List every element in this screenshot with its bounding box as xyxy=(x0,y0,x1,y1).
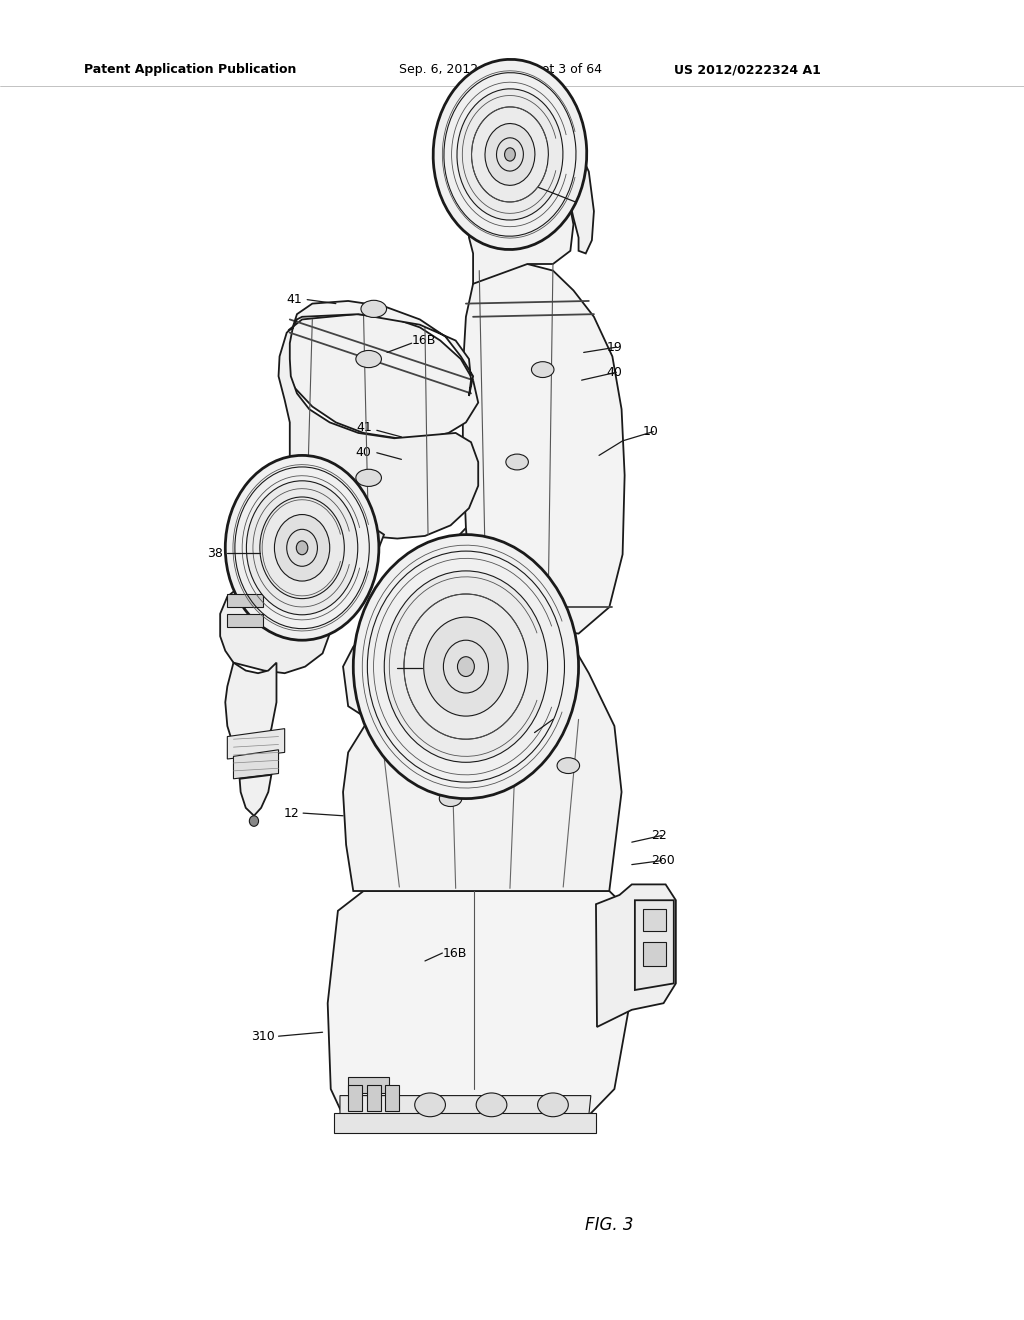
Text: 16B: 16B xyxy=(412,334,436,347)
Ellipse shape xyxy=(458,657,474,676)
Text: 38: 38 xyxy=(565,195,582,209)
Ellipse shape xyxy=(424,618,508,715)
Text: Sep. 6, 2012: Sep. 6, 2012 xyxy=(399,63,478,77)
Text: 22: 22 xyxy=(651,829,667,842)
Polygon shape xyxy=(456,112,594,253)
Bar xyxy=(367,1085,381,1111)
Text: 260: 260 xyxy=(651,854,675,867)
Bar xyxy=(385,1085,399,1111)
Polygon shape xyxy=(334,1113,596,1133)
Text: 41: 41 xyxy=(356,421,372,434)
Polygon shape xyxy=(220,570,330,673)
Polygon shape xyxy=(596,884,676,1027)
Bar xyxy=(227,614,263,627)
Text: 38: 38 xyxy=(377,661,393,675)
Text: Sheet 3 of 64: Sheet 3 of 64 xyxy=(518,63,602,77)
Ellipse shape xyxy=(353,535,579,799)
Text: 258: 258 xyxy=(543,713,566,726)
Ellipse shape xyxy=(384,572,548,762)
Ellipse shape xyxy=(274,515,330,581)
Text: 41: 41 xyxy=(287,293,302,306)
Ellipse shape xyxy=(433,59,587,249)
Polygon shape xyxy=(233,750,279,779)
Text: 38: 38 xyxy=(207,546,223,560)
Bar xyxy=(348,1085,362,1111)
Text: 19: 19 xyxy=(606,341,622,354)
Polygon shape xyxy=(240,775,271,816)
Text: US 2012/0222324 A1: US 2012/0222324 A1 xyxy=(674,63,820,77)
Ellipse shape xyxy=(457,88,563,220)
Polygon shape xyxy=(328,891,630,1115)
Ellipse shape xyxy=(531,362,554,378)
Polygon shape xyxy=(279,327,478,539)
Polygon shape xyxy=(635,900,674,990)
Ellipse shape xyxy=(485,124,535,185)
Ellipse shape xyxy=(415,1093,445,1117)
Polygon shape xyxy=(340,1096,591,1115)
Polygon shape xyxy=(463,264,625,634)
Text: 10: 10 xyxy=(643,425,659,438)
Bar xyxy=(227,594,263,607)
Polygon shape xyxy=(227,729,285,759)
Ellipse shape xyxy=(296,541,308,554)
Bar xyxy=(348,1077,389,1093)
Ellipse shape xyxy=(538,1093,568,1117)
Ellipse shape xyxy=(505,148,515,161)
Ellipse shape xyxy=(476,1093,507,1117)
Text: FIG. 3: FIG. 3 xyxy=(585,1216,634,1234)
Ellipse shape xyxy=(356,470,381,487)
Polygon shape xyxy=(225,663,276,755)
Ellipse shape xyxy=(250,816,258,826)
Polygon shape xyxy=(292,301,473,396)
Text: 40: 40 xyxy=(355,446,372,459)
Bar xyxy=(643,942,666,966)
Text: 16B: 16B xyxy=(442,946,467,960)
Polygon shape xyxy=(469,172,573,284)
Text: Patent Application Publication: Patent Application Publication xyxy=(84,63,296,77)
Ellipse shape xyxy=(360,300,387,318)
Ellipse shape xyxy=(247,480,357,615)
Bar xyxy=(643,909,666,931)
Ellipse shape xyxy=(557,758,580,774)
Text: 40: 40 xyxy=(606,366,623,379)
Ellipse shape xyxy=(225,455,379,640)
Ellipse shape xyxy=(356,351,381,368)
Polygon shape xyxy=(279,462,384,610)
Text: 12: 12 xyxy=(284,807,299,820)
Text: 310: 310 xyxy=(251,1030,274,1043)
Ellipse shape xyxy=(506,454,528,470)
Ellipse shape xyxy=(439,791,462,807)
Polygon shape xyxy=(285,314,478,438)
Polygon shape xyxy=(343,528,622,891)
